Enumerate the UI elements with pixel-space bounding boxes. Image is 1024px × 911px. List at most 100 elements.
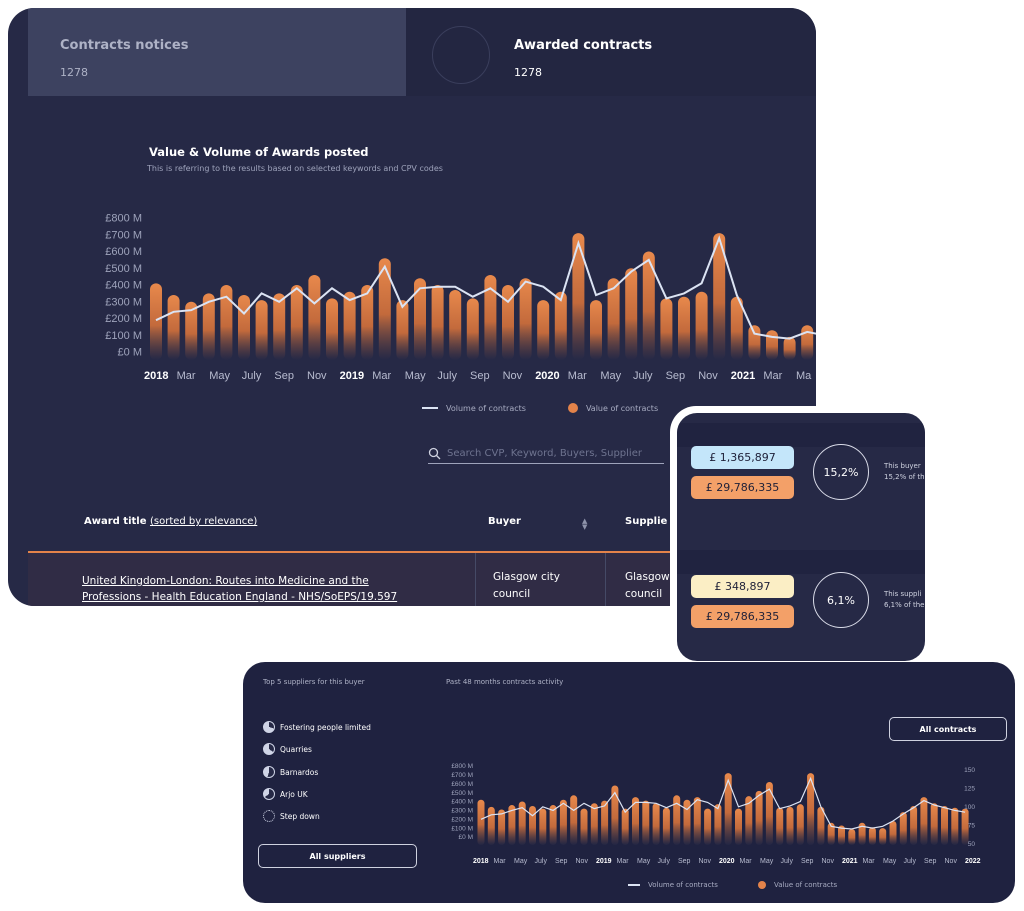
value-bar [693, 797, 701, 845]
value-bar [776, 807, 784, 845]
value-bar [879, 828, 887, 845]
supplier-note-line1: This suppli [884, 590, 922, 598]
x-tick-label: 2020 [535, 370, 559, 382]
y-tick-label: £500 M [451, 790, 473, 797]
volume-legend-line [628, 884, 640, 886]
value-bar [361, 285, 374, 360]
y-tick-label: £100 M [451, 825, 473, 832]
buyer-note: This buyer 15,2% of the [884, 461, 925, 483]
value-bar [308, 274, 321, 360]
x-tick-label: Sep [555, 858, 568, 865]
stats-band [677, 550, 925, 574]
supplier-item[interactable]: Quarries [263, 743, 312, 755]
sort-icon[interactable]: ▲ ▼ [582, 517, 588, 531]
value-legend-label: Value of contracts [585, 403, 659, 413]
value-bar [941, 805, 948, 845]
supplier-percent-ring: 6,1% [813, 572, 869, 628]
tab-contract-notices[interactable]: Contracts notices 1278 [28, 8, 406, 96]
x-tick-label: 2021 [731, 370, 755, 382]
value-bar [632, 797, 639, 845]
value-bar [817, 806, 825, 845]
value-bar [150, 283, 162, 360]
y-tick-label: £600 M [105, 246, 142, 258]
value-bar [167, 295, 180, 360]
x-tick-label: Mar [740, 858, 753, 865]
buyer-total-badge: £ 29,786,335 [691, 476, 794, 499]
column-separator [475, 553, 476, 606]
value-legend-dot [757, 881, 766, 889]
x-tick-label: May [760, 858, 774, 865]
supplier-name: Quarries [280, 744, 312, 754]
y-tick-label: £700 M [451, 772, 473, 779]
column-supplier[interactable]: Supplie [625, 516, 668, 527]
value-bar [519, 278, 532, 360]
award-title-link[interactable]: United Kingdom-London: Routes into Medic… [82, 575, 398, 603]
top-suppliers-label: Top 5 suppliers for this buyer [263, 678, 365, 686]
supplier-item[interactable]: Arjo UK [263, 788, 308, 800]
tab-awarded-contracts[interactable]: Awarded contracts 1278 [406, 8, 816, 96]
supplier-item[interactable]: Fostering people limited [263, 721, 371, 733]
supplier-cell: Glasgow council [625, 571, 670, 600]
value-bar [607, 278, 620, 360]
value-bar [549, 805, 557, 845]
supplier-name: Arjo UK [280, 789, 308, 799]
value-bar [537, 300, 550, 360]
x-tick-label: Mar [372, 370, 391, 382]
value-bar [652, 803, 660, 845]
supplier-note: This suppli 6,1% of the [884, 589, 924, 611]
x-tick-label: July [535, 858, 548, 865]
value-bar [704, 808, 712, 845]
x-tick-label: Nov [822, 858, 835, 865]
buyer-cell: Glasgow city council [493, 571, 560, 600]
value-bar [730, 296, 743, 360]
column-buyer[interactable]: Buyer [488, 516, 521, 527]
supplier-total-badge: £ 29,786,335 [691, 605, 794, 628]
value-bar [508, 805, 516, 845]
value-bar [951, 807, 959, 845]
x-tick-label: July [633, 370, 653, 382]
x-tick-label: Mar [494, 858, 507, 865]
x-tick-label: Mar [863, 858, 876, 865]
value-bar [621, 808, 629, 845]
all-suppliers-button[interactable]: All suppliers [258, 844, 417, 868]
supplier-item[interactable]: Barnardos [263, 766, 318, 778]
value-bar [343, 291, 356, 360]
search-input[interactable]: Search CVP, Keyword, Buyers, Supplier [428, 443, 664, 464]
x-tick-label: July [242, 370, 262, 382]
value-bar [611, 785, 619, 845]
x-tick-label: May [600, 370, 621, 382]
value-bar [185, 301, 198, 360]
sorted-by-relevance-link[interactable]: (sorted by relevance) [149, 516, 258, 527]
value-bar [807, 773, 815, 845]
value-bar [683, 799, 691, 845]
x-tick-label: Sep [274, 370, 294, 382]
x-tick-label: Ma [796, 370, 812, 382]
value-bar [745, 796, 753, 845]
column-separator [605, 553, 606, 606]
all-contracts-button[interactable]: All contracts [889, 717, 1007, 741]
value-bar [559, 799, 567, 845]
tab-contract-notices-count: 1278 [60, 66, 88, 79]
volume-legend-line [422, 407, 438, 409]
value-bar [477, 799, 485, 845]
buyer-activity-panel: Top 5 suppliers for this buyer Past 48 m… [243, 662, 1015, 903]
value-bar [378, 258, 391, 360]
value-bar [396, 300, 409, 360]
activity-chart-legend: Volume of contracts Value of contracts [628, 881, 837, 889]
value-bar [678, 296, 690, 360]
value-bar [868, 827, 876, 845]
x-tick-label: 2022 [965, 858, 981, 865]
value-bar [748, 325, 761, 360]
supplier-item[interactable]: Step down [263, 810, 320, 822]
y-tick-label: £100 M [105, 330, 142, 342]
value-bar [662, 807, 670, 845]
value-bar [848, 829, 856, 845]
value-bar [786, 806, 794, 845]
value-bar [572, 233, 585, 360]
value-bar [255, 300, 268, 360]
column-award-title[interactable]: Award title (sorted by relevance) [84, 516, 257, 527]
value-bar [326, 298, 338, 360]
search-icon [428, 447, 441, 459]
tab-contract-notices-label: Contracts notices [60, 38, 189, 53]
value-bar [449, 290, 462, 360]
